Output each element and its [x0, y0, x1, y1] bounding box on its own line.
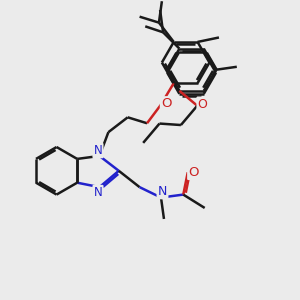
Text: O: O: [198, 98, 208, 111]
Text: N: N: [94, 186, 102, 199]
Text: N: N: [94, 144, 102, 157]
Text: O: O: [161, 98, 172, 110]
Text: N: N: [158, 185, 167, 198]
Text: O: O: [188, 166, 199, 179]
